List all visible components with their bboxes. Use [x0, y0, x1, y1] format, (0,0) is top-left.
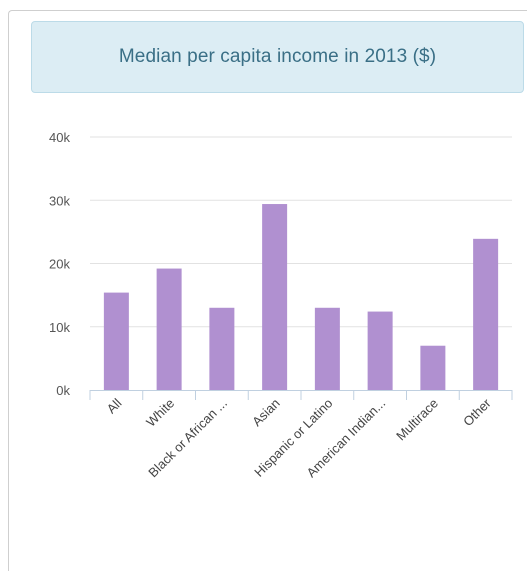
bar[interactable]: [314, 307, 340, 390]
bar[interactable]: [156, 268, 182, 390]
y-tick-label: 20k: [49, 257, 70, 272]
chart-title: Median per capita income in 2013 ($): [118, 46, 437, 67]
bar[interactable]: [262, 204, 288, 390]
x-axis: [89, 390, 513, 400]
y-tick-label: 10k: [49, 320, 70, 335]
x-tick-label: Other: [460, 395, 494, 429]
x-tick-label: All: [104, 395, 125, 416]
bar[interactable]: [103, 292, 129, 390]
bar[interactable]: [420, 345, 446, 390]
bar[interactable]: [367, 311, 393, 390]
x-tick-label: White: [143, 396, 177, 430]
x-tick-label: Asian: [249, 396, 283, 430]
y-tick-label: 0k: [56, 383, 70, 398]
bars: [103, 204, 499, 390]
y-tick-label: 40k: [49, 130, 70, 145]
bar[interactable]: [209, 307, 235, 390]
y-axis-ticks: 0k 10k 20k 30k 40k: [49, 130, 70, 398]
chart-title-box: Median per capita income in 2013 ($): [31, 21, 524, 93]
grid-lines: [90, 136, 512, 328]
bar[interactable]: [473, 238, 499, 390]
x-tick-label: Multirace: [393, 396, 441, 444]
y-tick-label: 30k: [49, 193, 70, 208]
